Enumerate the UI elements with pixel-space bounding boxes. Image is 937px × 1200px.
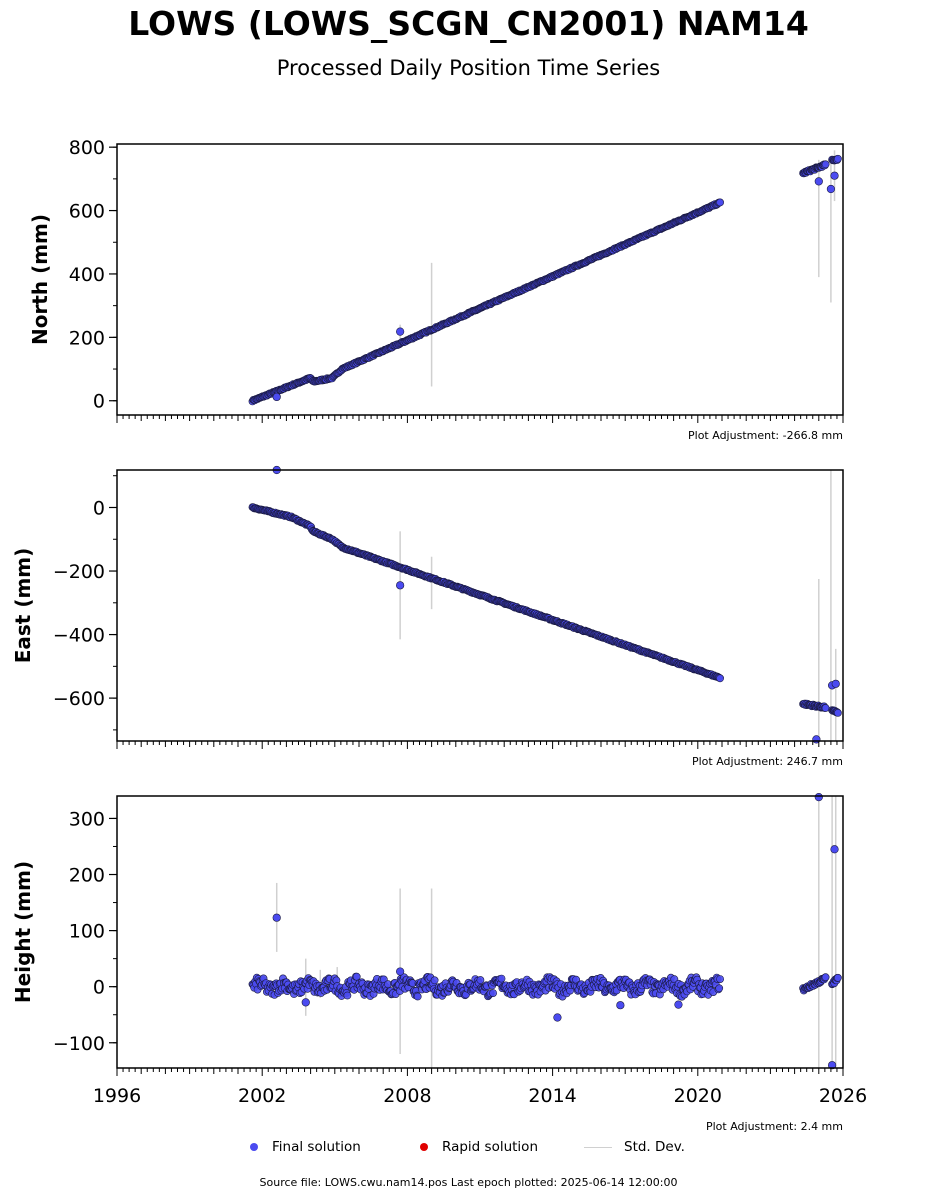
legend-label-stddev: Std. Dev. (624, 1139, 685, 1155)
outlier-point (616, 1001, 625, 1010)
plot-adjustment-label: Plot Adjustment: 2.4 mm (706, 1120, 843, 1133)
outlier-point (396, 967, 405, 976)
data-point (413, 992, 422, 1001)
chart-title: LOWS (LOWS_SCGN_CN2001) NAM14 (128, 4, 809, 43)
x-tick-label: 2014 (528, 1085, 576, 1107)
x-tick-label: 2008 (383, 1085, 431, 1107)
outlier-point (814, 177, 823, 186)
source-footer: Source file: LOWS.cwu.nam14.pos Last epo… (259, 1176, 678, 1189)
legend-item-final: Final solution (250, 1136, 361, 1158)
data-point (821, 160, 830, 169)
data-point (716, 674, 724, 683)
outlier-point (826, 184, 836, 194)
outlier-point (396, 327, 405, 336)
east-panel: 0 −200 −400 −600 East (mm) Plot Adjustment: 2… (11, 465, 844, 768)
outlier-point (830, 845, 839, 854)
y-tick-label: 600 (69, 201, 105, 223)
legend-label-final: Final solution (272, 1139, 361, 1155)
data-point (716, 198, 724, 207)
outlier-point (814, 793, 823, 802)
y-tick-label: −100 (53, 1033, 105, 1055)
x-tick-label: 2026 (819, 1085, 867, 1107)
x-tick-label: 2020 (674, 1085, 722, 1107)
y-tick-label: −200 (53, 561, 105, 583)
y-tick-label: 300 (69, 808, 105, 830)
height-panel: 300 200 100 0 −100 1996 2002 2008 2014 2020 2026 He… (11, 793, 867, 1133)
y-tick-label: 100 (69, 921, 105, 943)
final-solution-marker-icon (250, 1143, 258, 1151)
plot-adjustment-label: Plot Adjustment: -266.8 mm (688, 429, 843, 442)
axes-frame (116, 795, 844, 1069)
y-tick-label: 400 (69, 264, 105, 286)
data-point (834, 709, 842, 717)
data-point (497, 974, 506, 983)
final-solution-points (248, 154, 842, 406)
rapid-solution-marker-icon (420, 1143, 428, 1151)
outlier-point (272, 392, 281, 402)
final-solution-points (248, 793, 842, 1070)
data-point (716, 975, 724, 983)
plot-adjustment-label: Plot Adjustment: 246.7 mm (692, 755, 843, 768)
data-point (343, 991, 352, 1000)
legend-label-rapid: Rapid solution (442, 1139, 538, 1155)
data-point (489, 989, 497, 997)
outlier-point (828, 1061, 837, 1070)
y-axis-label: Height (mm) (11, 861, 35, 1003)
data-point (834, 973, 842, 982)
y-tick-label: −400 (53, 625, 105, 647)
data-point (834, 154, 842, 163)
data-point (352, 972, 361, 981)
outlier-point (830, 171, 839, 180)
legend-item-stddev: Std. Dev. (584, 1136, 685, 1158)
y-tick-label: −600 (53, 688, 105, 710)
data-point (715, 984, 724, 993)
outlier-point (396, 581, 405, 590)
legend: Final solution Rapid solution Std. Dev. (250, 1136, 710, 1158)
y-tick-label: 0 (93, 391, 105, 413)
axes-frame (116, 469, 844, 742)
outlier-point (831, 679, 840, 688)
outlier-point (553, 1013, 562, 1022)
chart-subtitle: Processed Daily Position Time Series (276, 56, 661, 80)
data-point (821, 973, 830, 982)
outlier-point (272, 913, 281, 922)
outlier-point (674, 1000, 683, 1009)
y-tick-label: 0 (93, 977, 105, 999)
final-solution-points (248, 465, 842, 744)
y-tick-label: 800 (69, 137, 105, 159)
y-tick-label: 0 (93, 497, 105, 519)
data-point (430, 976, 439, 985)
y-tick-label: 200 (69, 865, 105, 887)
x-tick-label: 1996 (93, 1085, 141, 1107)
std-dev-line-icon (584, 1146, 612, 1148)
north-panel: 0 200 400 600 800 North (mm) Plot Adjustment: … (28, 137, 844, 442)
y-axis-label: North (mm) (28, 214, 52, 345)
outlier-point (301, 998, 310, 1007)
data-point (821, 704, 830, 712)
axes-frame (116, 143, 844, 416)
y-tick-label: 200 (69, 327, 105, 349)
y-axis-label: East (mm) (11, 548, 35, 664)
data-point (476, 976, 485, 984)
legend-item-rapid: Rapid solution (420, 1136, 538, 1158)
x-tick-label: 2002 (238, 1085, 286, 1107)
